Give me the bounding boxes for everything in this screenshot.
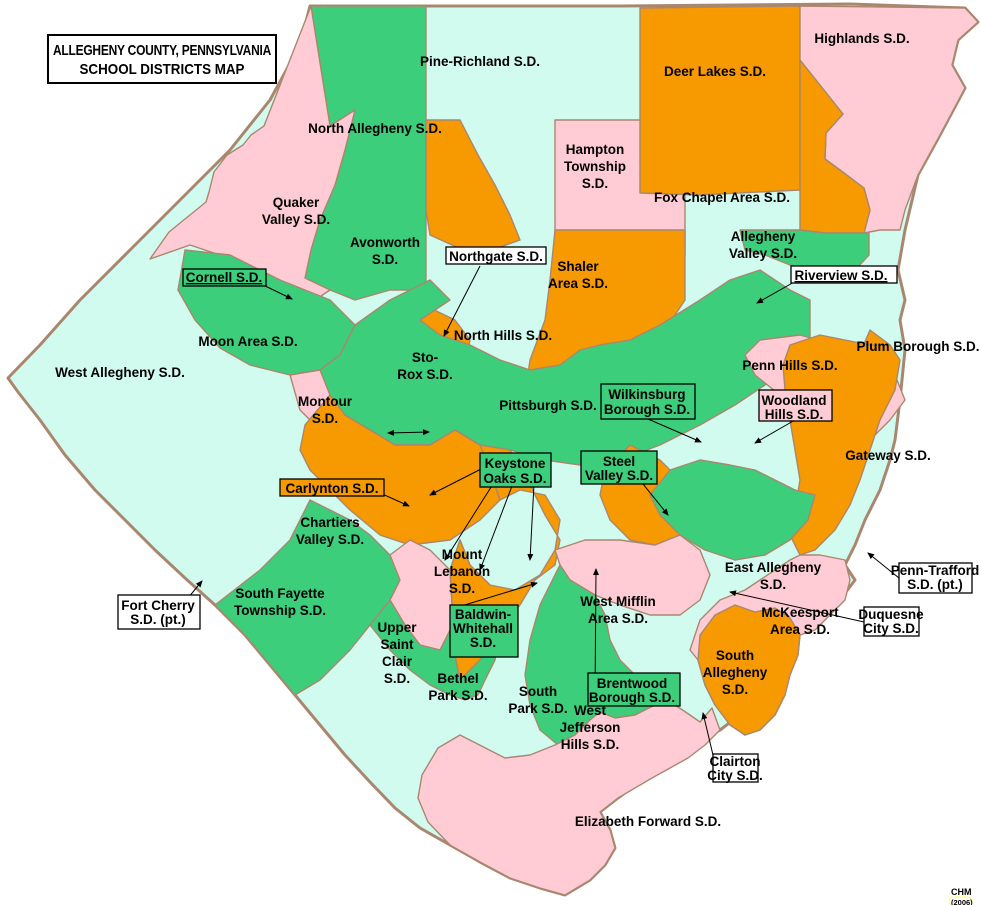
svg-text:Riverview S.D.: Riverview S.D.	[794, 268, 887, 283]
svg-text:S.D.: S.D.	[384, 671, 410, 686]
svg-text:City S.D.: City S.D.	[707, 768, 763, 783]
svg-text:Rox S.D.: Rox S.D.	[397, 367, 453, 382]
svg-text:Clair: Clair	[382, 654, 413, 669]
svg-text:Whitehall: Whitehall	[453, 621, 513, 636]
svg-text:West Allegheny S.D.: West Allegheny S.D.	[55, 365, 185, 380]
svg-text:West Mifflin: West Mifflin	[580, 594, 656, 609]
svg-text:Bethel: Bethel	[437, 671, 478, 686]
svg-text:S.D.: S.D.	[722, 682, 748, 697]
svg-text:Clairton: Clairton	[709, 754, 760, 769]
svg-text:Township: Township	[564, 159, 626, 174]
svg-text:Park S.D.: Park S.D.	[508, 701, 567, 716]
svg-text:CHM: CHM	[951, 887, 972, 897]
svg-text:Area S.D.: Area S.D.	[770, 622, 830, 637]
svg-text:Fort Cherry: Fort Cherry	[121, 598, 195, 613]
svg-text:Deer Lakes S.D.: Deer Lakes S.D.	[664, 64, 766, 79]
svg-text:S.D. (pt.): S.D. (pt.)	[907, 577, 963, 592]
svg-text:Chartiers: Chartiers	[300, 515, 359, 530]
svg-text:Wilkinsburg: Wilkinsburg	[608, 387, 685, 402]
svg-text:ALLEGHENY COUNTY, PENNSYLVANIA: ALLEGHENY COUNTY, PENNSYLVANIA	[53, 42, 271, 59]
svg-text:Northgate S.D.: Northgate S.D.	[449, 249, 543, 264]
svg-text:Keystone: Keystone	[485, 456, 546, 471]
svg-text:Hills S.D.: Hills S.D.	[765, 407, 824, 422]
svg-text:S.D.: S.D.	[372, 252, 398, 267]
svg-text:Valley S.D.: Valley S.D.	[296, 532, 364, 547]
svg-text:Pine-Richland S.D.: Pine-Richland S.D.	[420, 54, 540, 69]
svg-text:Plum Borough S.D.: Plum Borough S.D.	[857, 339, 980, 354]
svg-text:Allegheny: Allegheny	[731, 229, 796, 244]
svg-text:S.D.: S.D.	[449, 581, 475, 596]
svg-text:North Hills S.D.: North Hills S.D.	[454, 328, 552, 343]
svg-text:Moon Area S.D.: Moon Area S.D.	[198, 334, 297, 349]
svg-text:Duquesne: Duquesne	[858, 607, 924, 622]
svg-text:Penn-Trafford: Penn-Trafford	[891, 563, 980, 578]
svg-text:Allegheny: Allegheny	[703, 665, 768, 680]
svg-text:Park S.D.: Park S.D.	[428, 688, 487, 703]
svg-text:Valley S.D.: Valley S.D.	[262, 212, 330, 227]
svg-text:Shaler: Shaler	[557, 259, 599, 274]
svg-text:Valley S.D.: Valley S.D.	[585, 468, 653, 483]
svg-text:Elizabeth Forward S.D.: Elizabeth Forward S.D.	[575, 814, 721, 829]
svg-text:Steel: Steel	[603, 454, 635, 469]
svg-text:East Allegheny: East Allegheny	[725, 560, 822, 575]
svg-text:South Fayette: South Fayette	[235, 586, 325, 601]
svg-text:Saint: Saint	[380, 637, 414, 652]
svg-text:(2006): (2006)	[951, 898, 973, 905]
svg-text:Woodland: Woodland	[762, 393, 827, 408]
svg-text:Penn Hills S.D.: Penn Hills S.D.	[742, 358, 837, 373]
svg-text:Hills S.D.: Hills S.D.	[561, 737, 620, 752]
svg-text:Pittsburgh S.D.: Pittsburgh S.D.	[499, 398, 597, 413]
svg-text:Jefferson: Jefferson	[560, 720, 621, 735]
svg-text:Avonworth: Avonworth	[350, 235, 420, 250]
svg-text:Sto-: Sto-	[412, 350, 438, 365]
svg-text:Borough S.D.: Borough S.D.	[589, 690, 675, 705]
svg-text:Cornell S.D.: Cornell S.D.	[186, 270, 263, 285]
svg-text:Area S.D.: Area S.D.	[548, 276, 608, 291]
svg-text:Upper: Upper	[377, 620, 417, 635]
svg-text:Borough S.D.: Borough S.D.	[604, 402, 690, 417]
svg-text:Oaks S.D.: Oaks S.D.	[483, 471, 546, 486]
svg-text:S.D.: S.D.	[760, 577, 786, 592]
svg-text:S.D.: S.D.	[470, 635, 496, 650]
svg-text:SCHOOL DISTRICTS MAP: SCHOOL DISTRICTS MAP	[80, 61, 245, 78]
svg-text:Hampton: Hampton	[566, 142, 625, 157]
svg-text:Brentwood: Brentwood	[597, 676, 668, 691]
svg-text:South: South	[716, 648, 754, 663]
svg-text:Area S.D.: Area S.D.	[588, 611, 648, 626]
svg-text:Gateway S.D.: Gateway S.D.	[845, 448, 931, 463]
svg-text:Baldwin-: Baldwin-	[455, 607, 511, 622]
svg-text:Valley S.D.: Valley S.D.	[729, 246, 797, 261]
svg-text:Montour: Montour	[298, 394, 353, 409]
svg-text:S.D.: S.D.	[582, 176, 608, 191]
svg-text:City S.D.: City S.D.	[863, 621, 919, 636]
svg-text:Fox Chapel Area S.D.: Fox Chapel Area S.D.	[654, 190, 790, 205]
svg-text:Highlands S.D.: Highlands S.D.	[814, 31, 909, 46]
svg-text:South: South	[519, 684, 557, 699]
svg-text:S.D.: S.D.	[312, 411, 338, 426]
svg-text:Quaker: Quaker	[273, 195, 320, 210]
svg-text:Township S.D.: Township S.D.	[234, 603, 326, 618]
svg-text:Carlynton S.D.: Carlynton S.D.	[285, 481, 378, 496]
svg-text:S.D. (pt.): S.D. (pt.)	[130, 612, 186, 627]
svg-text:North Allegheny S.D.: North Allegheny S.D.	[308, 121, 442, 136]
